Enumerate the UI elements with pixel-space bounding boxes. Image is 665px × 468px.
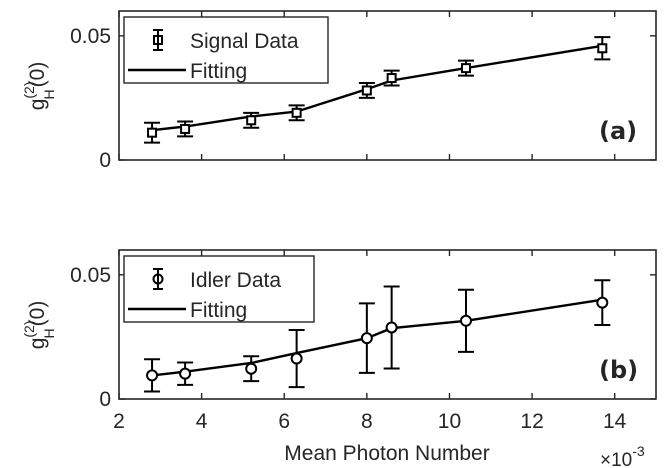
x-tick-labels: 2 4 6 8 10 12 14 <box>113 410 627 433</box>
data-point-a <box>457 59 474 77</box>
data-point-a <box>383 69 400 87</box>
data-point-b <box>383 285 400 370</box>
data-point-b <box>358 302 375 374</box>
y-axis-label-a: g(2) H(0) <box>21 62 57 111</box>
data-point-b <box>144 358 161 393</box>
data-point-b <box>288 328 305 389</box>
fitting-line-b <box>151 298 603 377</box>
legend-item-signal-data: Signal Data <box>190 30 299 53</box>
circle-marker <box>385 321 398 334</box>
y-tick-label-a: 0 <box>99 149 111 172</box>
square-marker <box>597 43 608 54</box>
fitting-line-a <box>151 44 603 132</box>
data-point-a <box>177 120 194 138</box>
y-axis-label-suffix-b: (0) <box>26 301 49 327</box>
data-point-a <box>243 111 260 129</box>
y-tick-label-b: 0 <box>99 388 111 411</box>
x-tick-label: 12 <box>520 410 543 433</box>
svg-text:g(2)H(0): g(2) H(0) <box>21 301 57 350</box>
x-tick-label: 2 <box>113 410 125 433</box>
square-marker <box>361 85 372 96</box>
y-axis-label-sub-b: H <box>41 328 57 338</box>
legend-marker-circle-b <box>152 273 164 285</box>
panel-a: g(2) H(0) 00.05 Signal Data Fitting (a) <box>21 10 657 172</box>
data-point-a <box>358 82 375 99</box>
square-marker <box>246 115 257 126</box>
x-tick-label: 6 <box>278 410 290 433</box>
y-tick-label-a: 0.05 <box>70 25 111 48</box>
square-marker <box>460 63 471 74</box>
y-tick-label-b: 0.05 <box>70 264 111 287</box>
y-axis-label-base-a: g <box>26 99 49 111</box>
y-axis-label-suffix-a: (0) <box>26 62 49 88</box>
svg-text:g(2)H(0): g(2) H(0) <box>21 62 57 111</box>
square-marker <box>291 107 302 118</box>
square-marker <box>147 127 158 138</box>
square-marker <box>386 73 397 84</box>
y-axis-label-sub-a: H <box>41 89 57 99</box>
circle-marker <box>179 367 192 380</box>
legend-item-idler-data: Idler Data <box>190 269 281 292</box>
circle-marker <box>360 332 373 345</box>
legend-marker-square-a <box>153 35 163 45</box>
fit-line-b <box>151 298 603 377</box>
y-axis-label-base-b: g <box>26 338 49 350</box>
square-marker <box>180 123 191 134</box>
x-tick-label: 10 <box>438 410 461 433</box>
x-tick-label: 4 <box>196 410 208 433</box>
circle-marker <box>596 296 609 309</box>
points-b <box>144 279 611 393</box>
y-axis-label-sup-b: (2) <box>21 320 37 337</box>
data-point-b <box>457 288 474 353</box>
data-point-a <box>594 36 611 61</box>
circle-marker <box>146 369 159 382</box>
legend-b: Idler Data Fitting <box>123 255 315 323</box>
y-axis-label-b: g(2) H(0) <box>21 301 57 350</box>
data-point-b <box>243 355 260 383</box>
x-tick-label: 8 <box>361 410 373 433</box>
ticks-a: 00.05 <box>70 11 656 172</box>
data-point-b <box>177 361 194 386</box>
legend-item-fitting-a: Fitting <box>190 60 247 83</box>
data-point-a <box>144 121 161 144</box>
legend-item-fitting-b: Fitting <box>190 299 247 322</box>
data-point-a <box>288 104 305 122</box>
y-axis-label-sup-a: (2) <box>21 81 37 98</box>
data-point-b <box>594 279 611 326</box>
legend-a: Signal Data Fitting <box>123 16 329 84</box>
points-a <box>144 36 611 144</box>
x-axis-label: Mean Photon Number <box>284 442 489 465</box>
panel-b: g(2) H(0) 00.05 Idler Data Fitting (b) <box>21 249 657 411</box>
circle-marker <box>459 314 472 327</box>
fit-line-a <box>151 44 603 132</box>
x-axis-exponent: ×10-3 <box>600 443 645 468</box>
ticks-b: 00.05 <box>70 250 656 411</box>
panel-label-b: (b) <box>599 356 638 384</box>
circle-marker <box>290 352 303 365</box>
x-tick-label: 14 <box>603 410 627 433</box>
x-axis-exponent-base: ×10 <box>600 450 632 468</box>
circle-marker <box>245 362 258 375</box>
panel-label-a: (a) <box>599 117 637 145</box>
x-axis-exponent-power: -3 <box>632 443 645 459</box>
